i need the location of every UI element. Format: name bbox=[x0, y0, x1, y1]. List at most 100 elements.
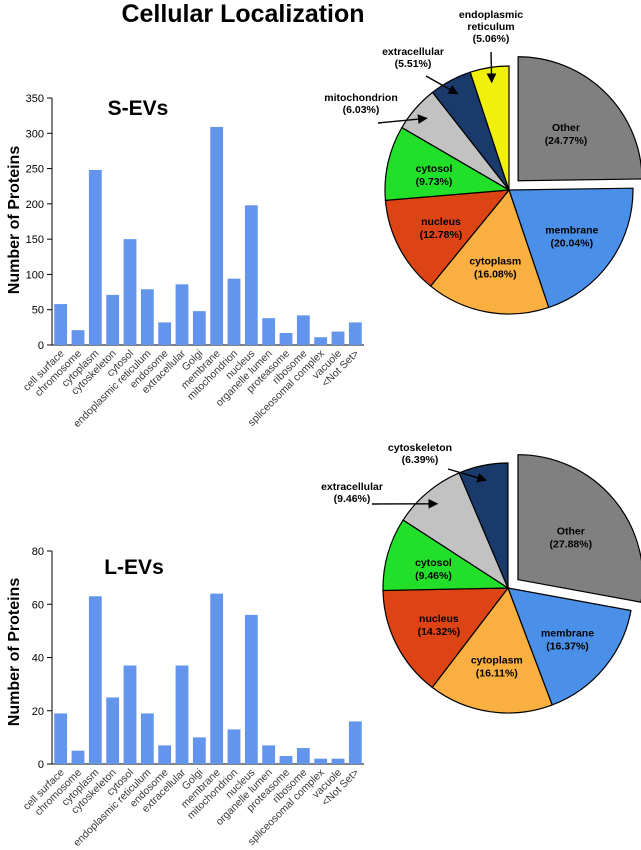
l-evs-slice-label-other: Other bbox=[557, 526, 585, 538]
l-evs-slice-other bbox=[517, 454, 641, 603]
s-evs-slice-label-endoplasmic-reticulum: endoplasmic reticulum bbox=[459, 9, 523, 33]
s-evs-arrow-mitochondrion bbox=[377, 114, 428, 125]
s-evs-slice-percent-extracellular: (5.51%) bbox=[395, 58, 432, 70]
s-evs-slice-cytoplasm bbox=[429, 188, 550, 315]
l-evs-bar-cytosol bbox=[123, 665, 137, 764]
l-evs-slice-label-cytoskeleton: cytoskeleton bbox=[388, 442, 452, 454]
l-evs-slice-membrane bbox=[507, 587, 632, 706]
l-evs-bar-endoplasmic-reticulum bbox=[140, 713, 154, 764]
l-evs-slice-label-membrane: membrane bbox=[541, 628, 594, 640]
l-evs-bar-spliceosomal-complex bbox=[314, 758, 328, 764]
s-evs-bar-extracellular bbox=[175, 284, 189, 345]
s-evs-slice-percent-endoplasmic-reticulum: (5.06%) bbox=[473, 33, 510, 45]
s-evs-slice-label-other: Other bbox=[552, 122, 580, 134]
l-evs-bar-organelle-lumen bbox=[262, 745, 276, 764]
s-evs-bar-cytosol bbox=[123, 239, 137, 345]
s-evs-pie-chart: Other(24.77%)membrane(20.04%)cytoplasm(1… bbox=[324, 9, 641, 315]
s-evs-y-tick-label: 50 bbox=[32, 305, 44, 317]
s-evs-slice-label-membrane: membrane bbox=[545, 224, 598, 236]
s-evs-y-axis-label: Number of Proteins bbox=[6, 146, 23, 295]
s-evs-y-tick-label: 150 bbox=[26, 234, 44, 246]
l-evs-bar-chromosome bbox=[71, 750, 85, 764]
l-evs-y-tick-label: 60 bbox=[32, 599, 44, 611]
l-evs-slice-percent-membrane: (16.37%) bbox=[546, 641, 589, 653]
s-evs-slice-percent-other: (24.77%) bbox=[545, 135, 588, 147]
s-evs-slice-endoplasmic-reticulum bbox=[469, 65, 510, 191]
s-evs-y-tick-label: 300 bbox=[26, 128, 44, 140]
s-evs-slice-label-mitochondrion: mitochondrion bbox=[324, 92, 398, 104]
l-evs-bar-cytoplasm bbox=[88, 596, 102, 764]
s-evs-bar-golgi bbox=[192, 311, 206, 345]
s-evs-bar-endoplasmic-reticulum bbox=[140, 289, 154, 345]
s-evs-slice-label-nucleus: nucleus bbox=[421, 216, 461, 228]
l-evs-y-tick-label: 20 bbox=[32, 706, 44, 718]
s-evs-slice-cytosol bbox=[384, 126, 511, 201]
l-evs-slice-label-nucleus: nucleus bbox=[419, 613, 459, 625]
l-evs-y-tick-label: 40 bbox=[32, 653, 44, 665]
l-evs-slice-label-extracellular: extracellular bbox=[321, 481, 383, 493]
s-evs-bar-cell-surface bbox=[54, 304, 68, 345]
l-evs-bar-mitochondrion bbox=[227, 729, 241, 764]
l-evs-bar-golgi bbox=[192, 737, 206, 764]
l-evs-slice-nucleus bbox=[382, 587, 510, 689]
s-evs-bar-endosome bbox=[158, 322, 172, 345]
l-evs-slice-label-cytosol: cytosol bbox=[415, 557, 452, 569]
s-evs-y-tick-label: 200 bbox=[26, 199, 44, 211]
s-evs-bar-vacuole bbox=[331, 331, 345, 345]
l-evs-bar-ribosome bbox=[296, 748, 310, 764]
s-evs-bar-membrane bbox=[210, 126, 224, 345]
l-evs-bar-endosome bbox=[158, 745, 172, 764]
s-evs-chart-title: S-EVs bbox=[108, 97, 169, 120]
s-evs-bar-chromosome bbox=[71, 330, 85, 345]
s-evs-slice-membrane bbox=[508, 187, 634, 309]
l-evs-bar-vacuole bbox=[331, 758, 345, 764]
s-evs-bar-spliceosomal-complex bbox=[314, 337, 328, 345]
l-evs-slice-percent-nucleus: (14.32%) bbox=[418, 626, 461, 638]
s-evs-slice-percent-mitochondrion: (6.03%) bbox=[343, 104, 380, 116]
l-evs-bar-proteasome bbox=[279, 756, 293, 764]
l-evs-slice-percent-cytoplasm: (16.11%) bbox=[476, 668, 518, 680]
l-evs-slice-percent-cytosol: (9.46%) bbox=[415, 570, 452, 582]
l-evs-bar-extracellular bbox=[175, 665, 189, 764]
l-evs-y-tick-label: 0 bbox=[38, 759, 44, 771]
l-evs-bar-cytoskeleton bbox=[106, 697, 120, 764]
l-evs-bar-nucleus bbox=[244, 614, 258, 764]
s-evs-slice-nucleus bbox=[384, 189, 511, 287]
l-evs-bar-cell-surface bbox=[54, 713, 68, 764]
l-evs-slice-percent-extracellular: (9.46%) bbox=[334, 493, 371, 505]
l-evs-bar-not-set bbox=[348, 721, 362, 764]
s-evs-bar-nucleus bbox=[244, 205, 258, 345]
s-evs-y-tick-label: 0 bbox=[38, 340, 44, 352]
s-evs-bar-chart: Number of Proteins S-EVs 0 50 100 150 200 250… bbox=[6, 93, 364, 430]
s-evs-slice-label-extracellular: extracellular bbox=[382, 46, 444, 58]
s-evs-bar-not-set bbox=[348, 322, 362, 345]
s-evs-bar-mitochondrion bbox=[227, 278, 241, 345]
l-evs-bar-membrane bbox=[210, 593, 224, 764]
s-evs-bar-cytoplasm bbox=[88, 169, 102, 345]
page-title: Cellular Localization bbox=[121, 0, 364, 28]
s-evs-y-tick-label: 250 bbox=[26, 164, 44, 176]
s-evs-slice-label-cytosol: cytosol bbox=[416, 163, 453, 175]
s-evs-bar-proteasome bbox=[279, 333, 293, 345]
l-evs-y-tick-label: 80 bbox=[32, 546, 44, 558]
l-evs-slice-label-cytoplasm: cytoplasm bbox=[471, 655, 523, 667]
s-evs-bar-organelle-lumen bbox=[262, 318, 276, 345]
s-evs-slice-percent-cytosol: (9.73%) bbox=[416, 176, 453, 188]
s-evs-bar-cytoskeleton bbox=[106, 294, 120, 345]
l-evs-slice-percent-other: (27.88%) bbox=[549, 539, 592, 551]
l-evs-y-axis-label: Number of Proteins bbox=[6, 578, 23, 727]
s-evs-slice-label-cytoplasm: cytoplasm bbox=[469, 256, 521, 268]
s-evs-bar-ribosome bbox=[296, 315, 310, 345]
s-evs-y-tick-label: 100 bbox=[26, 269, 44, 281]
s-evs-arrow-extracellular bbox=[425, 75, 459, 95]
l-evs-arrow-cytoskeleton bbox=[447, 468, 488, 483]
s-evs-slice-percent-cytoplasm: (16.08%) bbox=[474, 269, 517, 281]
l-evs-pie-chart: Other(27.88%)membrane(16.37%)cytoplasm(1… bbox=[321, 442, 641, 714]
l-evs-chart-title: L-EVs bbox=[104, 556, 164, 579]
s-evs-slice-percent-nucleus: (12.78%) bbox=[420, 229, 463, 241]
l-evs-slice-percent-cytoskeleton: (6.39%) bbox=[402, 454, 439, 466]
s-evs-y-tick-label: 350 bbox=[26, 93, 44, 105]
l-evs-slice-cytoplasm bbox=[431, 586, 553, 714]
